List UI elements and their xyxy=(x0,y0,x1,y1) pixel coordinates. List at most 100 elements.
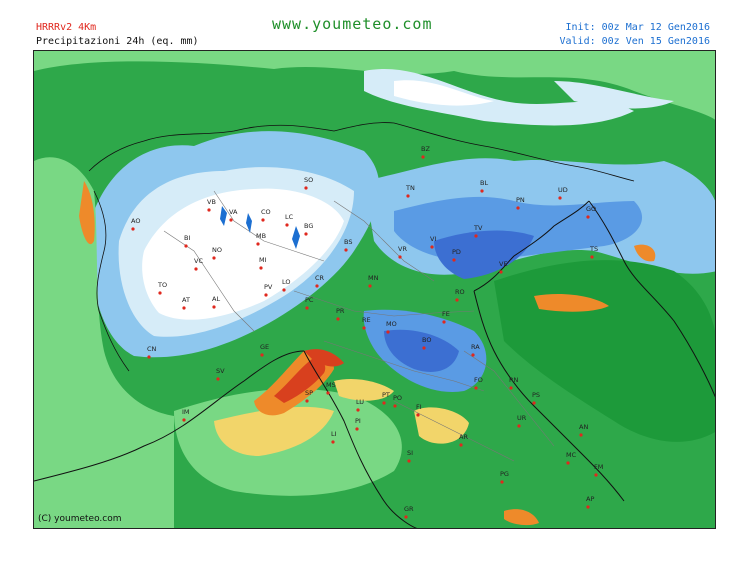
coastlines xyxy=(34,200,715,528)
city-dot-rn xyxy=(509,386,513,390)
city-label-co: CO xyxy=(261,208,271,216)
city-dot-sv xyxy=(216,377,220,381)
city-label-at: AT xyxy=(182,296,190,304)
precip-sw-orange xyxy=(504,509,539,526)
city-dot-pg xyxy=(500,480,504,484)
precip-adriatic-orange xyxy=(534,294,609,312)
city-label-bz: BZ xyxy=(421,145,430,153)
city-label-ve: VE xyxy=(499,260,508,268)
city-label-ao: AO xyxy=(131,217,140,225)
city-label-mi: MI xyxy=(259,256,267,264)
city-dot-fe xyxy=(442,320,446,324)
precip-ne-pale xyxy=(554,81,674,109)
city-label-ud: UD xyxy=(558,186,568,194)
city-dot-ve xyxy=(499,270,503,274)
precip-liguria-red xyxy=(274,358,326,403)
product-label: Precipitazioni 24h (eq. mm) xyxy=(36,36,199,47)
city-dot-lc xyxy=(285,223,289,227)
city-dot-no xyxy=(212,256,216,260)
site-title: www.youmeteo.com xyxy=(272,15,433,33)
valid-time: Valid: 00z Ven 15 Gen2016 xyxy=(559,36,710,47)
city-dot-cr xyxy=(315,284,319,288)
map-canvas: AO VB VA CO SO BZ BI LC NO MB BG VC MI TO AT AL PV LO CR PC… xyxy=(34,51,715,528)
city-label-pt: PT xyxy=(382,391,390,399)
city-dot-si xyxy=(407,459,411,463)
city-dot-ms xyxy=(326,391,330,395)
city-dot-ud xyxy=(558,196,562,200)
city-dot-tv xyxy=(474,234,478,238)
precip-west-light xyxy=(34,157,174,528)
city-dot-im xyxy=(182,418,186,422)
city-dot-mo xyxy=(386,330,390,334)
city-label-sp: SP xyxy=(305,389,313,397)
city-label-li: LI xyxy=(331,430,337,438)
city-dot-pv xyxy=(264,293,268,297)
city-label-mn: MN xyxy=(368,274,379,282)
city-label-rn: RN xyxy=(509,376,519,384)
city-label-bl: BL xyxy=(480,179,488,187)
city-label-vr: VR xyxy=(398,245,407,253)
city-dot-po xyxy=(393,404,397,408)
national-borders xyxy=(88,122,635,372)
city-label-fe: FE xyxy=(442,310,450,318)
city-label-ms: MS xyxy=(326,381,336,389)
city-dot-gr xyxy=(404,515,408,519)
city-dot-fo xyxy=(474,386,478,390)
city-dot-ra xyxy=(471,353,475,357)
precip-ne-deep xyxy=(434,230,534,279)
city-dot-mc xyxy=(566,461,570,465)
copyright: (C) youmeteo.com xyxy=(38,514,122,524)
city-dot-pt xyxy=(382,401,386,405)
city-label-re: RE xyxy=(362,316,371,324)
city-dot-sp xyxy=(305,399,309,403)
city-label-lc: LC xyxy=(285,213,294,221)
precip-ts-orange xyxy=(634,244,656,262)
city-dot-at xyxy=(182,306,186,310)
city-label-po: PO xyxy=(393,394,402,402)
precip-po-deep xyxy=(384,329,459,372)
city-label-fm: FM xyxy=(594,463,603,471)
model-label: HRRRv2 4Km xyxy=(36,22,97,33)
city-label-tv: TV xyxy=(473,224,483,232)
city-label-ur: UR xyxy=(517,414,527,422)
city-dot-va xyxy=(229,218,233,222)
city-dot-re xyxy=(362,326,366,330)
city-dot-pi xyxy=(355,427,359,431)
city-label-pg: PG xyxy=(500,470,509,478)
city-label-al: AL xyxy=(212,295,220,303)
city-dot-ar xyxy=(459,443,463,447)
city-label-si: SI xyxy=(407,449,413,457)
city-dot-fm xyxy=(594,473,598,477)
city-label-lo: LO xyxy=(282,278,291,286)
city-dot-ur xyxy=(517,424,521,428)
city-label-bi: BI xyxy=(184,234,190,242)
city-label-mc: MC xyxy=(566,451,577,459)
precip-west-orange xyxy=(79,181,95,245)
city-label-sv: SV xyxy=(216,367,225,375)
city-dot-mn xyxy=(368,284,372,288)
city-label-pd: PD xyxy=(452,248,461,256)
city-dot-bl xyxy=(480,189,484,193)
precip-ar-yellow xyxy=(414,407,469,444)
city-dot-so xyxy=(304,186,308,190)
city-label-ar: AR xyxy=(459,433,468,441)
city-label-ap: AP xyxy=(586,495,594,503)
city-dot-bz xyxy=(421,155,425,159)
city-label-no: NO xyxy=(212,246,222,254)
city-label-pi: PI xyxy=(355,417,361,425)
city-dot-vb xyxy=(207,208,211,212)
precip-ms-red xyxy=(304,349,344,367)
city-dot-fi xyxy=(416,413,420,417)
city-label-im: IM xyxy=(182,408,190,416)
city-label-pr: PR xyxy=(336,307,345,315)
city-dot-ts xyxy=(590,255,594,259)
city-dot-pr xyxy=(336,317,340,321)
city-dot-ro xyxy=(455,298,459,302)
precip-south-yellow xyxy=(214,406,334,456)
city-label-go: GO xyxy=(586,205,596,213)
precip-light-north xyxy=(34,51,715,120)
city-label-cn: CN xyxy=(147,345,157,353)
city-dot-bg xyxy=(304,232,308,236)
lakes xyxy=(220,206,300,249)
precip-nw-white xyxy=(142,188,344,320)
